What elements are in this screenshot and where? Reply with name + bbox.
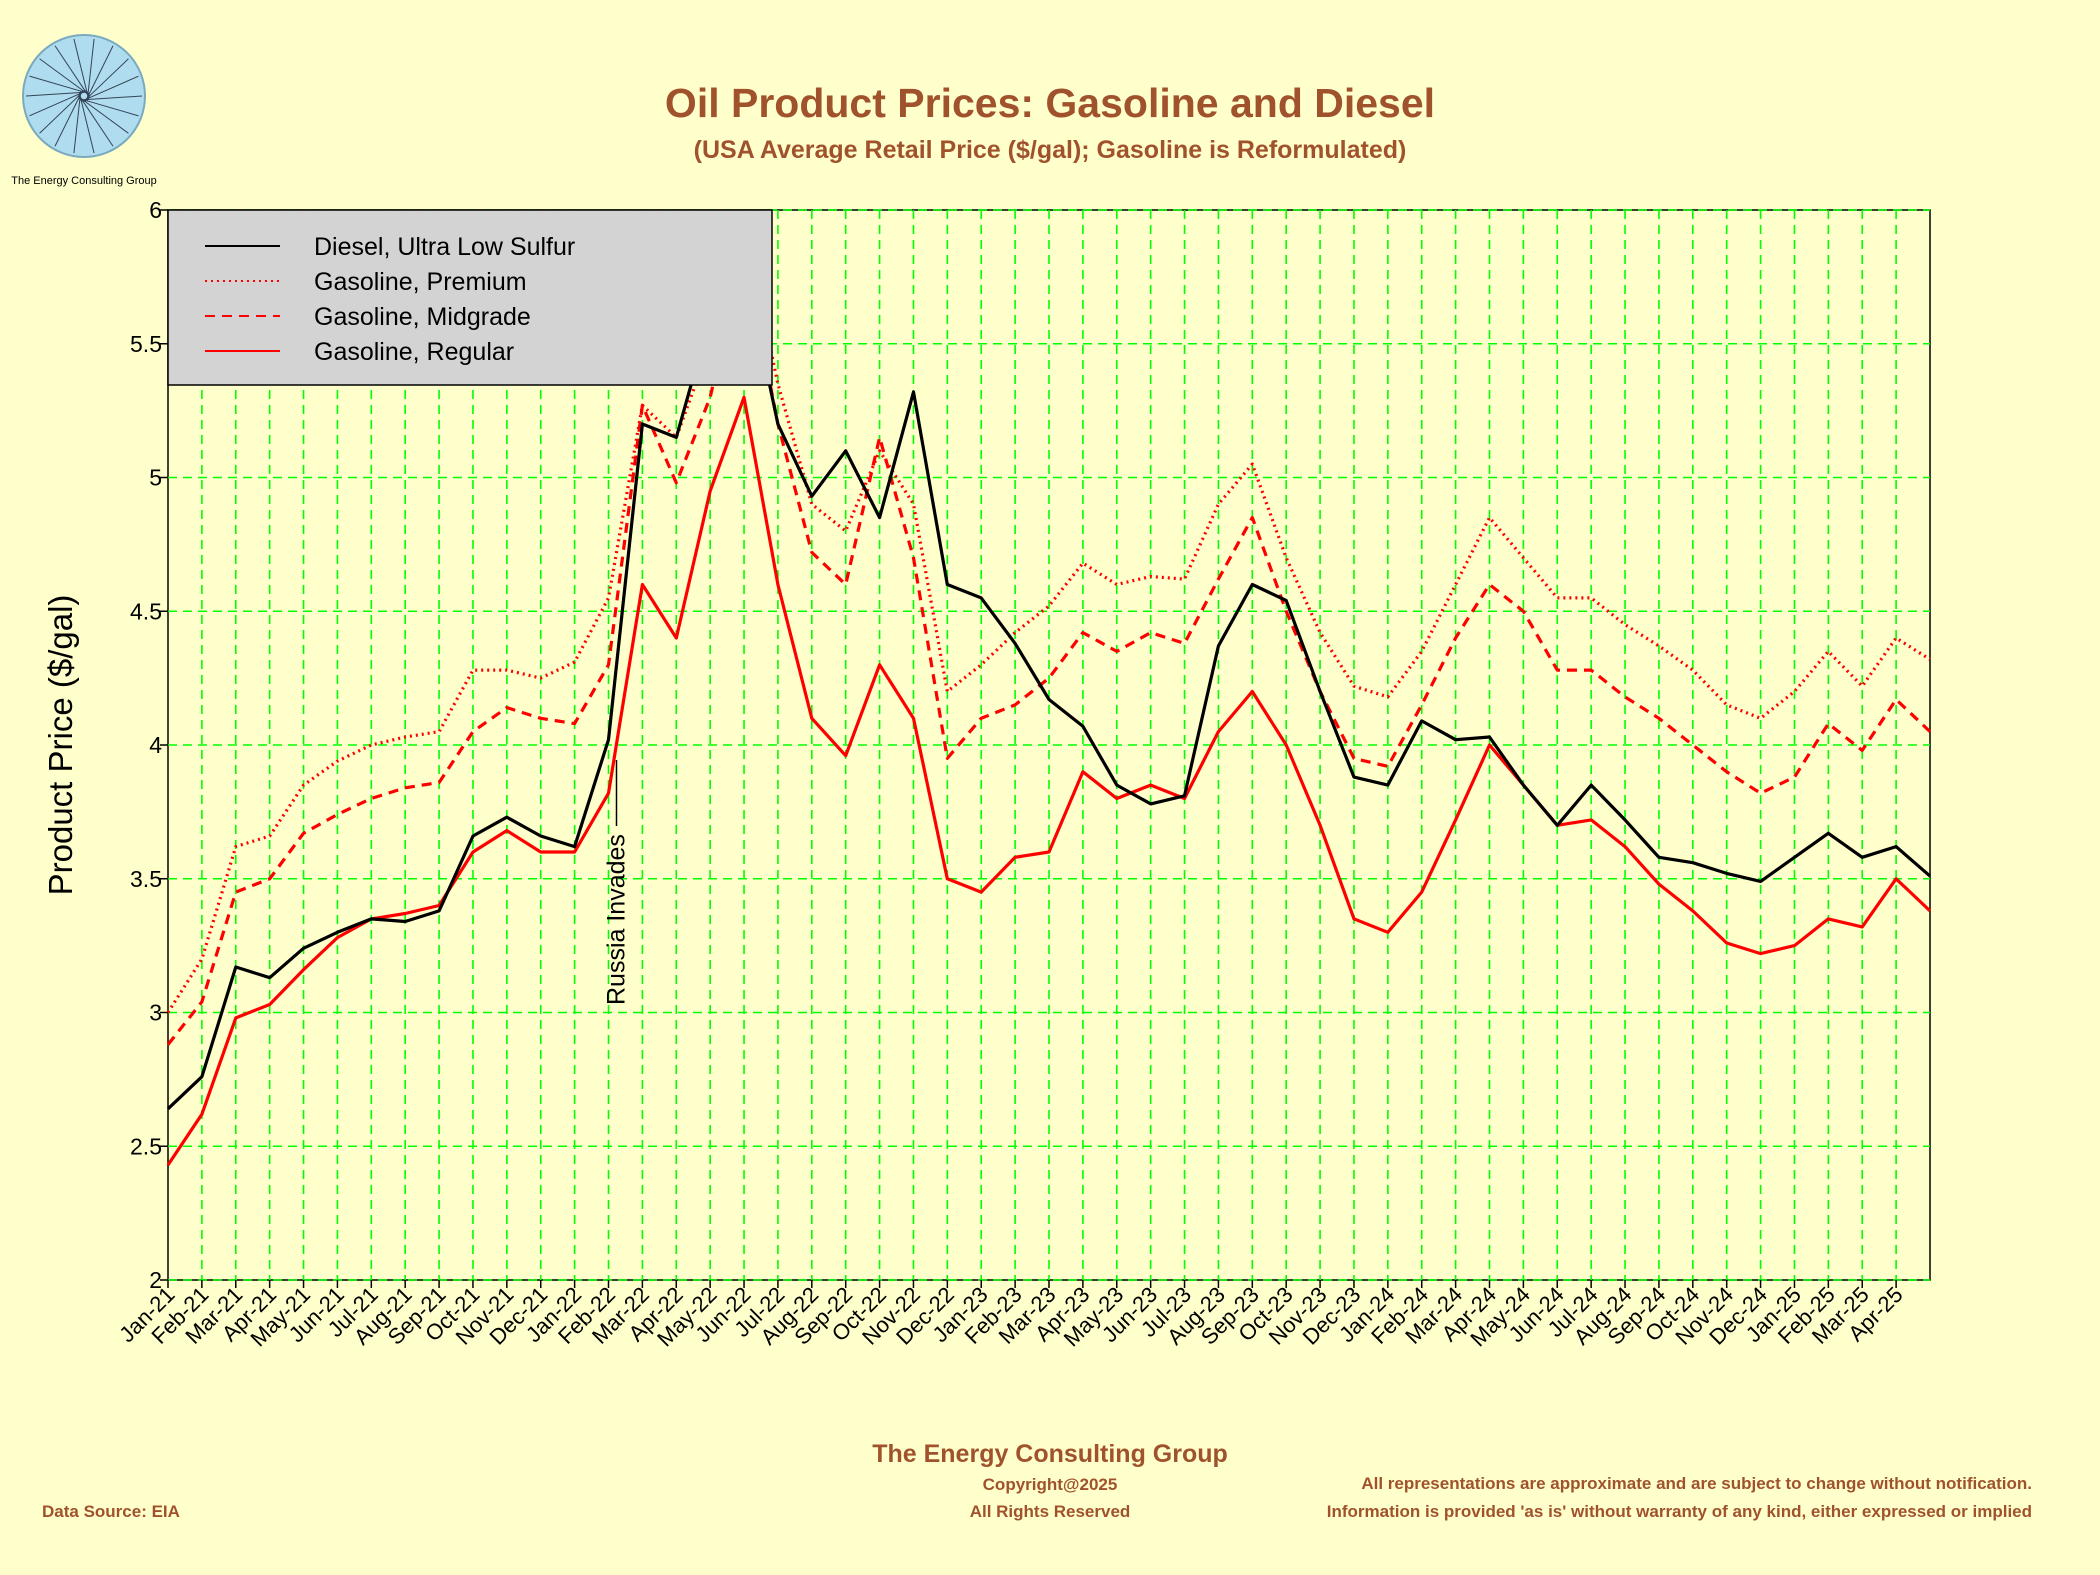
y-tick-label: 3.5	[130, 866, 162, 892]
footer-rights: All Rights Reserved	[970, 1502, 1131, 1521]
logo-ray	[29, 90, 87, 117]
logo-emblem-icon	[22, 34, 146, 158]
legend-entry-midgrade: Gasoline, Midgrade	[205, 303, 531, 331]
chart-title: Oil Product Prices: Gasoline and Diesel	[665, 80, 1435, 126]
legend-entry-regular: Gasoline, Regular	[205, 338, 514, 366]
legend: Diesel, Ultra Low Sulfur Gasoline, Premi…	[167, 209, 773, 386]
logo-ray	[77, 93, 114, 147]
annotation: Russia Invades	[603, 760, 631, 1005]
series-gasoline-premium	[166, 221, 1931, 1014]
logo-ray	[39, 58, 91, 97]
y-axis-label: Product Price ($/gal)	[42, 595, 79, 896]
legend-box	[167, 209, 773, 386]
legend-label-diesel: Diesel, Ultra Low Sulfur	[314, 233, 575, 261]
footer-source: Data Source: EIA	[42, 1502, 180, 1521]
logo: The Energy Consulting Group	[11, 34, 157, 187]
y-tick-label: 5.5	[130, 331, 162, 357]
logo-ray	[73, 90, 82, 154]
annotation-russia-invades: Russia Invades	[603, 834, 631, 1005]
footer-disclaimer-2: Information is provided 'as is' without …	[1327, 1502, 2032, 1521]
logo-ray	[86, 38, 95, 102]
footer-copyright: Copyright@2025	[983, 1475, 1118, 1494]
y-tick-label: 4	[149, 732, 162, 758]
y-tick-label: 2.5	[130, 1133, 162, 1159]
y-tick-label: 4.5	[130, 598, 162, 624]
logo-ray	[84, 45, 114, 103]
logo-ray	[82, 58, 129, 103]
logo-ray	[77, 95, 129, 134]
logo-ray	[79, 95, 143, 101]
series-gasoline-midgrade	[166, 248, 1932, 1046]
logo-ray	[78, 92, 95, 154]
series-lines	[166, 221, 1932, 1166]
logo-ray	[73, 38, 90, 100]
y-tick-label: 5	[149, 465, 162, 491]
y-tick-label: 3	[149, 1000, 162, 1026]
legend-label-premium: Gasoline, Premium	[314, 268, 527, 296]
footer: The Energy Consulting Group Copyright@20…	[42, 1440, 2032, 1521]
footer-disclaimer-1: All representations are approximate and …	[1361, 1474, 2032, 1493]
chart-subtitle: (USA Average Retail Price ($/gal); Gasol…	[694, 136, 1407, 164]
legend-entry-diesel: Diesel, Ultra Low Sulfur	[205, 233, 575, 261]
x-axis: Jan-21Feb-21Mar-21Apr-21May-21Jun-21Jul-…	[114, 1280, 1908, 1351]
logo-caption: The Energy Consulting Group	[11, 175, 157, 187]
logo-ray	[54, 45, 91, 99]
legend-label-midgrade: Gasoline, Midgrade	[314, 303, 531, 331]
y-tick-label: 2	[149, 1267, 162, 1293]
y-axis: 2 2.5 3 3.5 4 4.5 5 5.5 6	[130, 197, 168, 1293]
logo-ray	[39, 89, 86, 134]
legend-label-regular: Gasoline, Regular	[314, 338, 514, 366]
logo-ray	[54, 89, 84, 147]
series-gasoline-regular	[166, 395, 1932, 1166]
y-tick-label: 6	[149, 197, 162, 223]
series-diesel	[166, 261, 1932, 1110]
legend-entry-premium: Gasoline, Premium	[205, 268, 527, 296]
footer-org: The Energy Consulting Group	[872, 1440, 1228, 1468]
logo-ray	[81, 75, 139, 102]
plot-area: 2 2.5 3 3.5 4 4.5 5 5.5 6 Jan-21Feb-21Mar-21Apr-…	[114, 197, 1932, 1351]
logo-ray	[25, 91, 89, 97]
logo-ray	[29, 75, 90, 95]
logo-ray	[78, 97, 139, 117]
